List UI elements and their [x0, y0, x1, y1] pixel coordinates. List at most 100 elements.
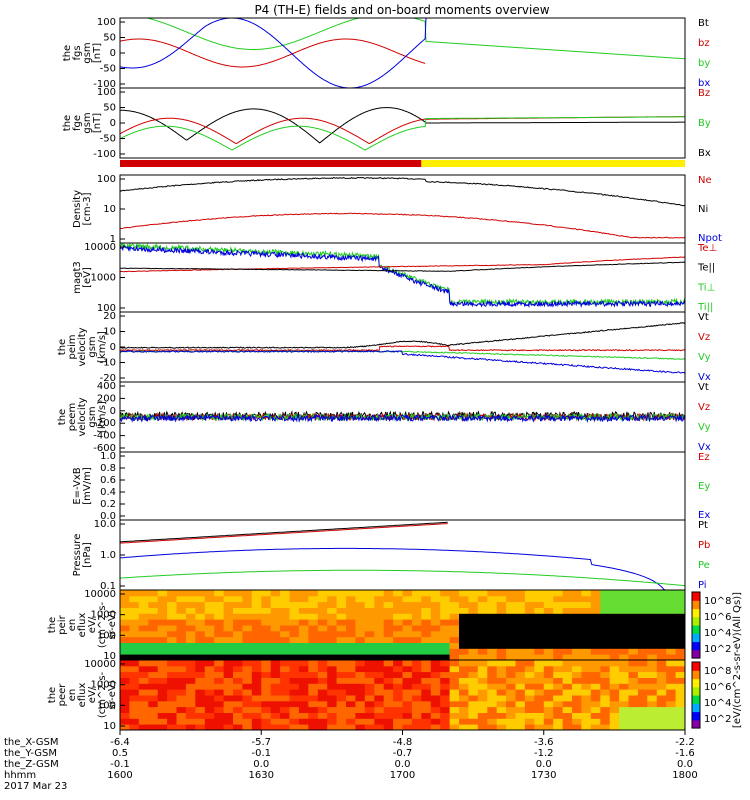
heatmap-cell [656, 689, 667, 696]
heatmap-cell [449, 590, 460, 597]
heatmap-cell [289, 671, 300, 678]
heatmap-cell [261, 636, 272, 643]
y-tick-label: 10 [103, 651, 116, 662]
heatmap-cell [157, 718, 168, 725]
heatmap-cell [185, 724, 196, 730]
heatmap-cell [280, 625, 290, 632]
heatmap-cell [289, 601, 300, 608]
heatmap-cell [647, 625, 658, 632]
panel-peir: 10000100010010thepeirenefluxeV/(cm^2-s-s… [47, 589, 686, 662]
y-tick-label: 100 [97, 17, 116, 28]
heatmap-cell [138, 706, 149, 713]
heatmap-cell [628, 706, 639, 713]
heatmap-cell [590, 706, 601, 713]
heatmap-cell [600, 689, 611, 696]
y-tick-label: 0 [110, 118, 116, 129]
heatmap-cell [214, 648, 225, 655]
heatmap-cell [270, 636, 281, 643]
y-tick-label: 200 [97, 393, 116, 404]
heatmap-cell [138, 683, 149, 690]
heatmap-cell [346, 695, 356, 702]
heatmap-cell [553, 677, 564, 684]
heatmap-cell [317, 648, 328, 655]
heatmap-cell [223, 630, 234, 638]
heatmap-cell [656, 683, 667, 690]
heatmap-cell [298, 706, 309, 713]
heatmap-cell [251, 613, 262, 620]
heatmap-cell [477, 718, 488, 725]
heatmap-cell [440, 654, 451, 660]
heatmap-cell [459, 689, 469, 696]
heatmap-cell [543, 689, 554, 696]
heatmap-cell [374, 660, 385, 667]
heatmap-cell [251, 630, 262, 638]
heatmap-cell [496, 607, 507, 614]
heatmap-cell [581, 636, 592, 643]
heatmap-cell [317, 590, 328, 597]
heatmap-cell [233, 625, 243, 632]
y-tick-label: -400 [93, 431, 116, 442]
heatmap-cell [440, 712, 451, 719]
series-Vy-line [120, 412, 685, 422]
heatmap-cell [327, 654, 338, 660]
heatmap-cell [204, 689, 215, 696]
heatmap-cell [289, 607, 300, 614]
legend-entry: Ey [698, 481, 710, 492]
heatmap-cell [468, 695, 479, 702]
heatmap-cell [647, 642, 658, 649]
heatmap-cell [402, 619, 413, 626]
heatmap-cell [242, 648, 253, 655]
heatmap-cell [383, 677, 394, 684]
heatmap-cell [459, 648, 469, 655]
heatmap-cell [176, 625, 187, 632]
heatmap-cell [600, 665, 611, 673]
heatmap-cell [129, 601, 140, 608]
heatmap-cell [327, 613, 338, 620]
heatmap-cell [167, 601, 177, 608]
heatmap-cell [637, 607, 648, 614]
heatmap-cell [515, 619, 526, 626]
heatmap-cell [656, 665, 667, 673]
colorbar: 10^810^610^410^210^810^610^410^2 [eV/(cm^… [691, 591, 743, 729]
heatmap-cell [336, 683, 347, 690]
heatmap-cell [524, 695, 535, 702]
heatmap-cell [590, 689, 601, 696]
heatmap-cell [468, 636, 479, 643]
heatmap-cell [487, 712, 498, 719]
heatmap-cell [280, 683, 290, 690]
heatmap-cell [195, 601, 206, 608]
heatmap-cell [402, 683, 413, 690]
heatmap-cell [233, 665, 243, 673]
heatmap-cell [515, 625, 526, 632]
heatmap-cell [619, 619, 629, 626]
heatmap-cell [308, 625, 319, 632]
heatmap-cell [647, 601, 658, 608]
heatmap-cell [157, 689, 168, 696]
heatmap-cell [270, 601, 281, 608]
heatmap-cell [430, 677, 441, 684]
heatmap-cell [176, 590, 187, 597]
heatmap-cell [261, 625, 272, 632]
heatmap-cell [374, 695, 385, 702]
colorbar-swatch [692, 662, 700, 671]
heatmap-cell [120, 665, 130, 673]
heatmap-cell [195, 595, 206, 603]
heatmap-cell [609, 683, 620, 690]
heatmap-cell [157, 642, 168, 649]
heatmap-cell [581, 654, 592, 660]
heatmap-cell [411, 619, 422, 626]
heatmap-cell [487, 689, 498, 696]
heatmap-cell [421, 595, 432, 603]
series-Te-par-line [120, 261, 685, 272]
series-Pe-line [120, 569, 685, 587]
heatmap-cell [355, 625, 366, 632]
heatmap-cell [524, 712, 535, 719]
heatmap-cell [524, 660, 535, 667]
heatmap-cell [298, 613, 309, 620]
heatmap-cell [148, 642, 159, 649]
heatmap-cell [233, 642, 243, 649]
x-tick-label: -1.2 [534, 748, 554, 759]
legend-entry: Vx [698, 372, 711, 383]
heatmap-cell [572, 630, 582, 638]
heatmap-cell [167, 595, 177, 603]
